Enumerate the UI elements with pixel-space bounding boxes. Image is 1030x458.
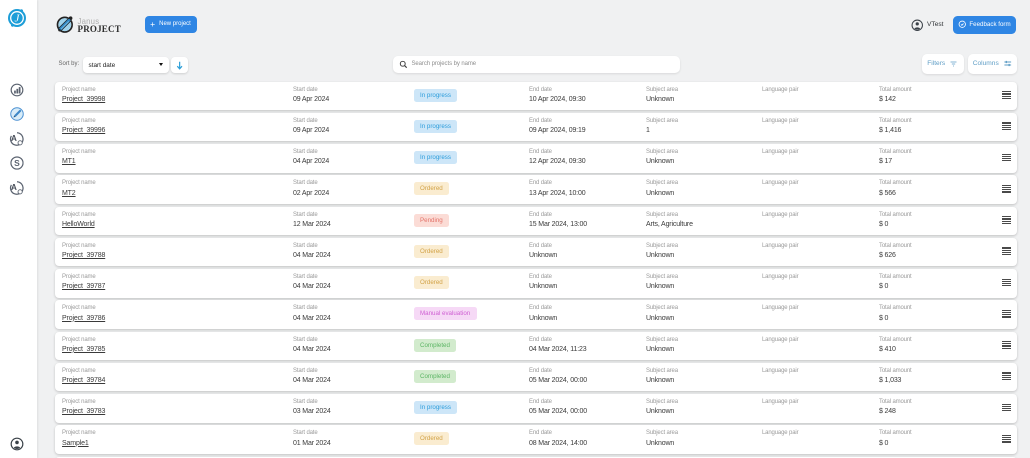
svg-text:J: J — [14, 12, 20, 24]
svg-text:S: S — [14, 158, 20, 168]
svg-text:A: A — [10, 182, 16, 191]
svg-text:A: A — [10, 133, 16, 142]
